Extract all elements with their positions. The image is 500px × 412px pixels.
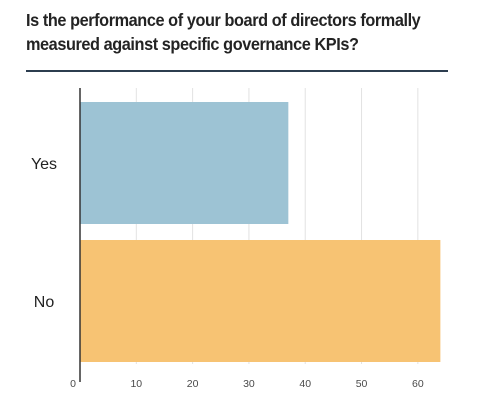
x-tick-label: 60 [412, 378, 424, 390]
chart-title: Is the performance of your board of dire… [26, 10, 421, 54]
tick-labels: 0 10 20 30 40 50 60 [70, 378, 424, 390]
x-tick-label: 0 [70, 378, 76, 390]
x-tick-label: 10 [130, 378, 142, 390]
bars [80, 102, 441, 362]
x-tick-label: 50 [356, 378, 368, 390]
category-label: No [34, 294, 55, 311]
bar-yes [80, 102, 289, 224]
x-tick-label: 20 [187, 378, 199, 390]
title-divider [26, 70, 448, 72]
x-tick-label: 30 [243, 378, 255, 390]
category-labels: Yes No [31, 156, 57, 311]
category-label: Yes [31, 156, 57, 173]
bar-no [80, 240, 441, 362]
x-tick-label: 40 [299, 378, 311, 390]
